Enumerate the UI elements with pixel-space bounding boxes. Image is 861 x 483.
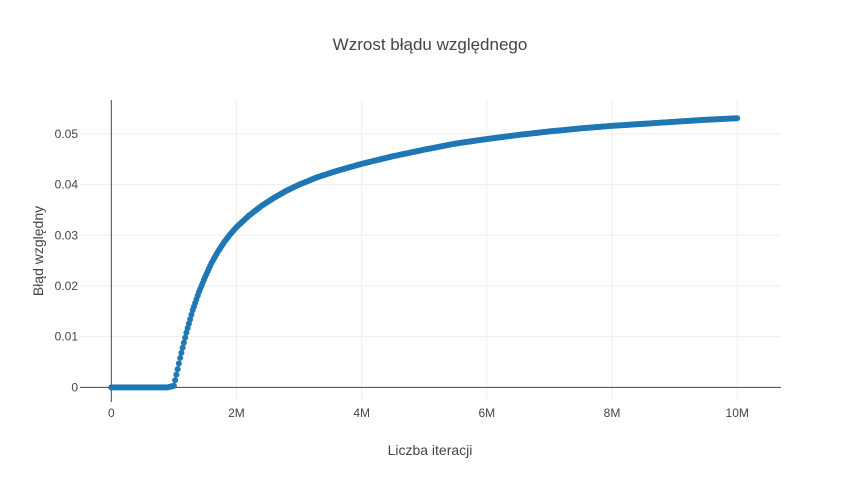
data-point (179, 344, 186, 351)
tick-labels: 0 0.01 0.02 0.03 0.04 0.05 0 2M 4M 6M 8M 10M (55, 127, 749, 420)
x-tick-label: 8M (604, 406, 621, 420)
data-point (175, 360, 182, 367)
x-axis-title: Liczba iteracji (388, 442, 473, 458)
axes (80, 100, 781, 402)
x-tick-label: 6M (478, 406, 495, 420)
data-point (172, 377, 179, 384)
y-tick-label: 0 (71, 380, 78, 394)
y-tick-label: 0.05 (55, 127, 79, 141)
data-point (177, 354, 184, 361)
chart-title: Wzrost błądu względnego (333, 35, 528, 54)
data-point (734, 115, 741, 122)
data-point (170, 382, 177, 389)
y-tick-label: 0.02 (55, 279, 79, 293)
data-point (174, 366, 181, 373)
y-tick-label: 0.03 (55, 228, 79, 242)
gridlines (80, 100, 781, 400)
x-tick-label: 2M (228, 406, 245, 420)
y-tick-label: 0.04 (55, 178, 79, 192)
x-tick-label: 10M (726, 406, 749, 420)
data-point (182, 334, 189, 341)
data-point (173, 371, 180, 378)
data-point (180, 339, 187, 346)
x-tick-label: 4M (353, 406, 370, 420)
y-axis-title: Błąd względny (30, 206, 46, 296)
y-tick-label: 0.01 (55, 330, 79, 344)
data-point (178, 349, 185, 356)
x-tick-label: 0 (108, 406, 115, 420)
data-markers (108, 115, 741, 391)
